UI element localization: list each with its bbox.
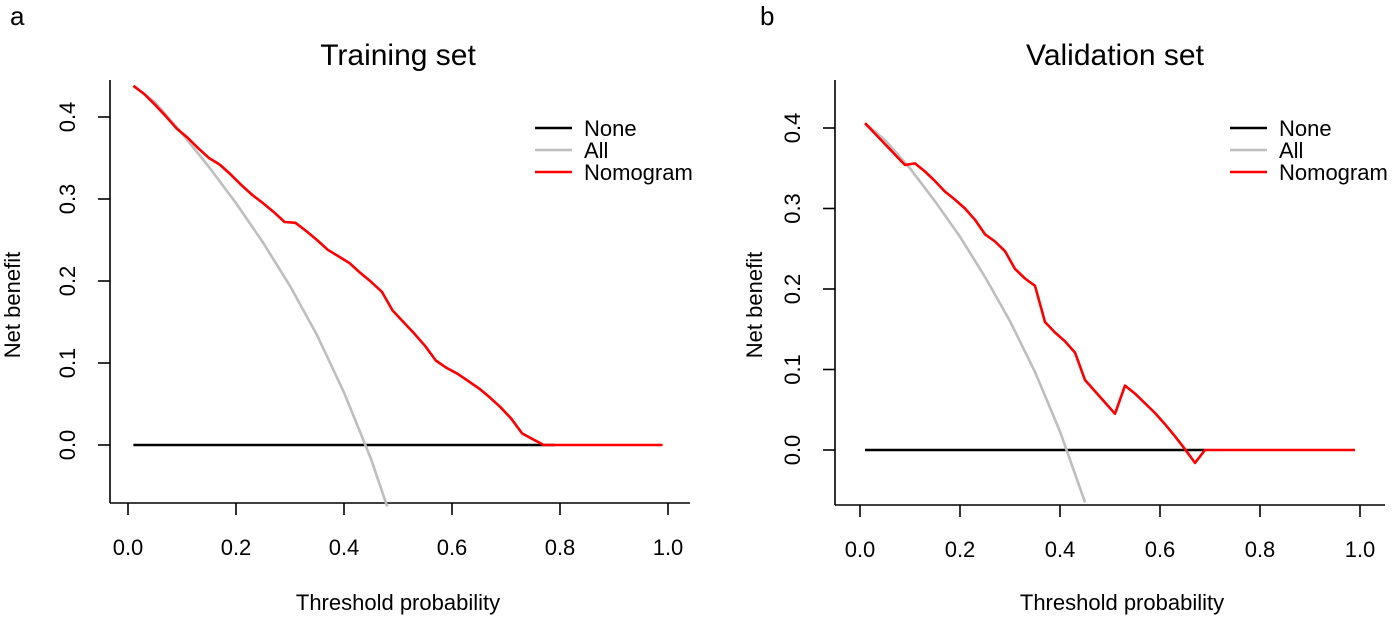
- x-tick-label: 0.6: [437, 535, 468, 560]
- x-axis-label: Threshold probability: [296, 590, 500, 615]
- y-tick-label: 0.3: [780, 193, 805, 224]
- legend-label: None: [584, 116, 637, 141]
- x-tick-label: 0.8: [1245, 537, 1276, 562]
- y-tick-label: 0.1: [55, 348, 80, 379]
- legend-label: Nomogram: [584, 160, 693, 185]
- legend-label: All: [1279, 138, 1303, 163]
- y-tick-label: 0.0: [780, 435, 805, 466]
- chart-title: Training set: [320, 39, 476, 72]
- x-tick-label: 1.0: [653, 535, 684, 560]
- y-tick-label: 0.2: [780, 274, 805, 305]
- x-tick-label: 0.2: [945, 537, 976, 562]
- series-line-all: [864, 122, 1087, 503]
- y-tick-label: 0.4: [780, 113, 805, 144]
- y-tick-label: 0.2: [55, 266, 80, 297]
- x-tick-label: 0.8: [545, 535, 576, 560]
- y-tick-label: 0.0: [55, 430, 80, 461]
- x-tick-label: 0.2: [221, 535, 252, 560]
- x-tick-label: 0.0: [113, 535, 144, 560]
- y-axis-label: Net benefit: [0, 252, 25, 358]
- y-tick-label: 0.1: [780, 354, 805, 385]
- x-tick-label: 0.4: [1045, 537, 1076, 562]
- chart-panel-a: a Training set 0.0 0.2 0.4 0.6 0.8 1.0 0.0 0.1 0.2…: [0, 1, 693, 615]
- legend-label: None: [1279, 116, 1332, 141]
- y-tick-label: 0.4: [55, 102, 80, 133]
- x-tick-label: 0.0: [845, 537, 876, 562]
- legend-label: Nomogram: [1279, 160, 1388, 185]
- x-tick-label: 0.4: [329, 535, 360, 560]
- panel-label: a: [10, 1, 25, 31]
- chart-title: Validation set: [1026, 39, 1205, 72]
- series-line-nomogram: [864, 122, 1355, 465]
- x-tick-label: 0.6: [1145, 537, 1176, 562]
- chart-panel-b: b Validation set 0.0 0.2 0.4 0.6 0.8 1.0 0.0 0.1 0…: [742, 1, 1388, 615]
- y-tick-label: 0.3: [55, 184, 80, 215]
- panel-label: b: [760, 1, 774, 31]
- series-line-all: [132, 84, 389, 507]
- legend-label: All: [584, 138, 608, 163]
- series-line-nomogram: [132, 84, 663, 447]
- y-axis-label: Net benefit: [742, 252, 767, 358]
- x-axis-label: Threshold probability: [1020, 590, 1224, 615]
- x-tick-label: 1.0: [1345, 537, 1376, 562]
